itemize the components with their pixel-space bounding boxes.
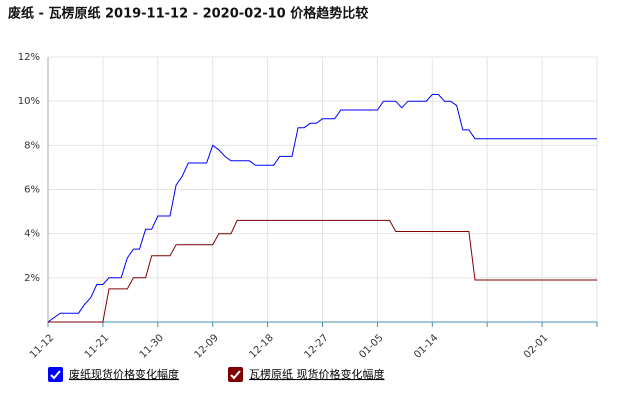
x-tick-label: 11-12 [28,332,56,360]
legend-checkbox[interactable] [48,367,63,382]
series-line [48,219,597,323]
x-tick-label: 01-14 [412,332,440,360]
series-line [47,94,597,323]
legend-item[interactable]: 瓦楞原纸 现货价格变化幅度 [228,367,385,382]
y-tick-label: 12% [18,52,40,63]
y-tick-label: 8% [24,140,40,151]
x-tick-label: 12-27 [302,332,330,360]
x-tick-label: 02-01 [522,332,550,360]
chart-title: 废纸 - 瓦楞原纸 2019-11-12 - 2020-02-10 价格趋势比较 [8,6,368,22]
legend-checkbox[interactable] [228,367,243,382]
y-tick-label: 10% [18,96,40,107]
y-tick-label: 2% [24,273,40,284]
x-tick-label: 11-21 [83,332,111,360]
x-tick-label: 12-09 [193,332,221,360]
y-tick-label: 6% [24,185,40,196]
x-tick-label: 12-18 [248,332,276,360]
x-tick-label: 01-05 [357,332,385,360]
x-tick-label: 11-30 [138,332,166,360]
legend-check [50,370,61,380]
legend-label[interactable]: 瓦楞原纸 现货价格变化幅度 [249,367,385,381]
legend-item[interactable]: 废纸现货价格变化幅度 [48,367,179,382]
y-tick-label: 4% [24,229,40,240]
legend-check [230,370,241,380]
legend-label[interactable]: 废纸现货价格变化幅度 [69,367,179,381]
